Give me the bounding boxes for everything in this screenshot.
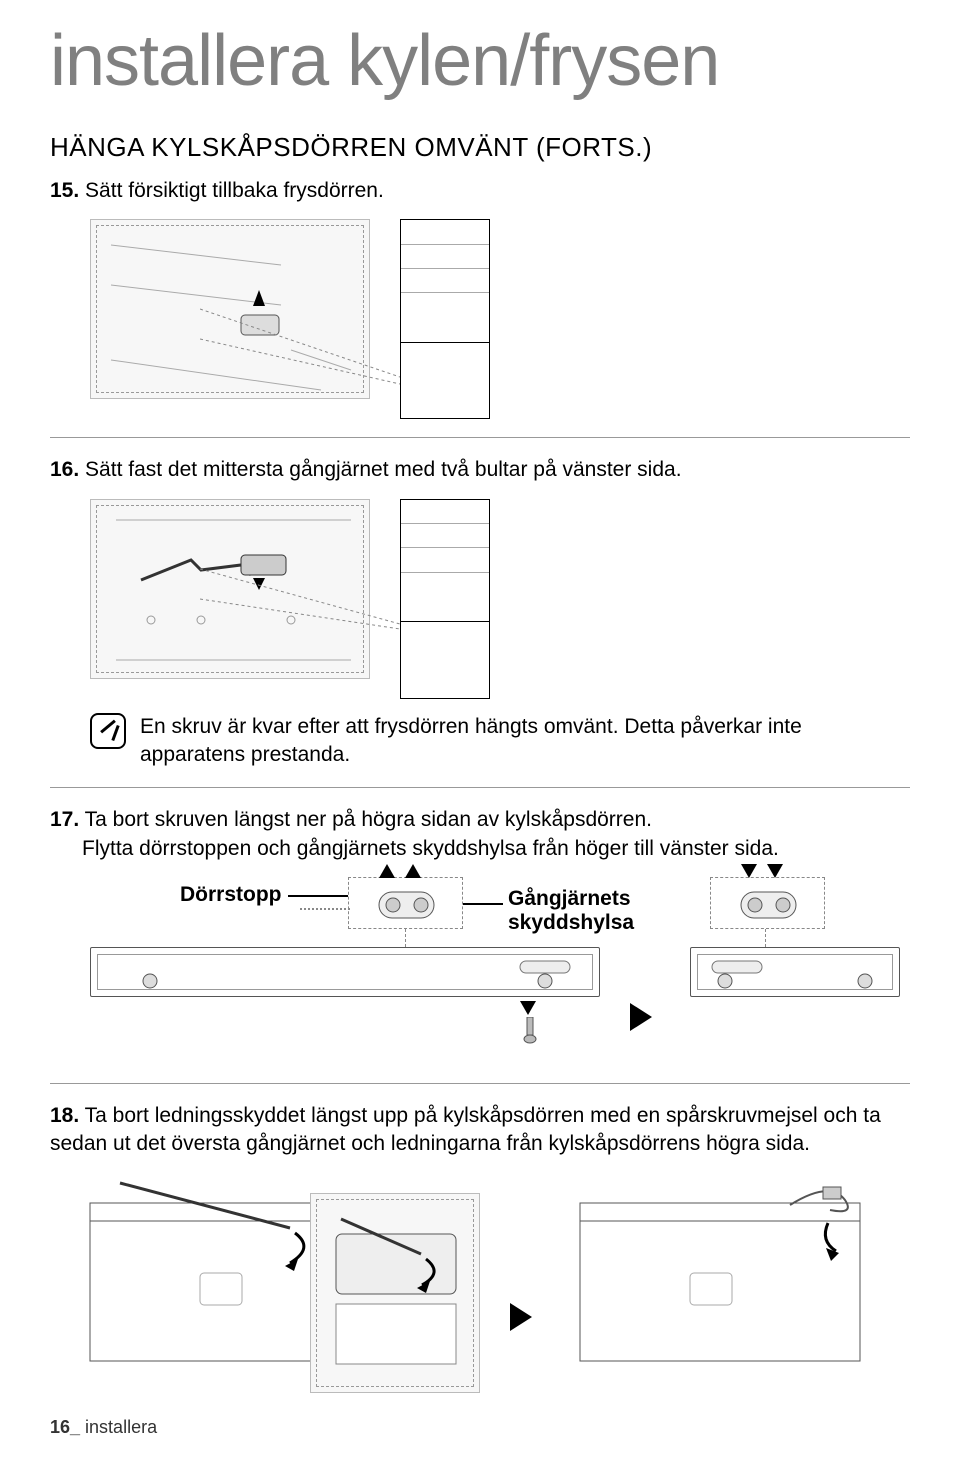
footer-section: installera (80, 1417, 157, 1437)
step-18-text: Ta bort ledningsskyddet längst upp på ky… (50, 1104, 881, 1155)
note-16-text: En skruv är kvar efter att frysdörren hä… (140, 713, 910, 770)
step-16-text: Sätt fast det mittersta gångjärnet med t… (85, 458, 681, 481)
chapter-title: installera kylen/frysen (50, 20, 910, 102)
step-15: 15. Sätt försiktigt tillbaka frysdörren. (50, 177, 910, 205)
divider (50, 437, 910, 438)
step-18: 18. Ta bort ledningsskyddet längst upp p… (50, 1102, 910, 1159)
divider (50, 787, 910, 788)
step-16-num: 16. (50, 458, 79, 481)
arrow-right-icon (510, 1303, 532, 1331)
label-gangjarnets-1: Gångjärnets (508, 887, 634, 911)
note-16: En skruv är kvar efter att frysdörren hä… (50, 713, 910, 770)
divider (50, 1083, 910, 1084)
section-heading: HÄNGA KYLSKÅPSDÖRREN OMVÄNT (FORTS.) (50, 132, 910, 163)
page-footer: 16_ installera (50, 1417, 157, 1438)
step-18-num: 18. (50, 1104, 79, 1127)
step-15-illustration (50, 219, 910, 419)
label-dorrstopp: Dörrstopp (180, 883, 282, 907)
label-gangjarnets-2: skyddshylsa (508, 911, 634, 935)
fridge-drawing (400, 219, 490, 419)
arrow-right-icon (630, 1003, 652, 1031)
step-16: 16. Sätt fast det mittersta gångjärnet m… (50, 456, 910, 484)
fridge-drawing (400, 499, 490, 699)
step-15-text: Sätt försiktigt tillbaka frysdörren. (85, 179, 384, 202)
step-15-num: 15. (50, 179, 79, 202)
step-16-illustration (50, 499, 910, 699)
page-number: 16_ (50, 1417, 80, 1437)
step-17: 17. Ta bort skruven längst ner på högra … (50, 806, 910, 863)
step-17-illustration: Dörrstopp Gångjärnets skyddshylsa (70, 883, 910, 1063)
step-17-num: 17. (50, 808, 79, 831)
note-icon (90, 713, 126, 749)
step-17-text-a: Ta bort skruven längst ner på högra sida… (85, 808, 652, 831)
detail-hinge-cover (310, 1193, 480, 1393)
step-18-illustration (50, 1173, 910, 1383)
door-bottom-before (90, 947, 600, 997)
step-17-text-b: Flytta dörrstoppen och gångjärnets skydd… (50, 835, 779, 863)
door-bottom-after (690, 947, 900, 997)
